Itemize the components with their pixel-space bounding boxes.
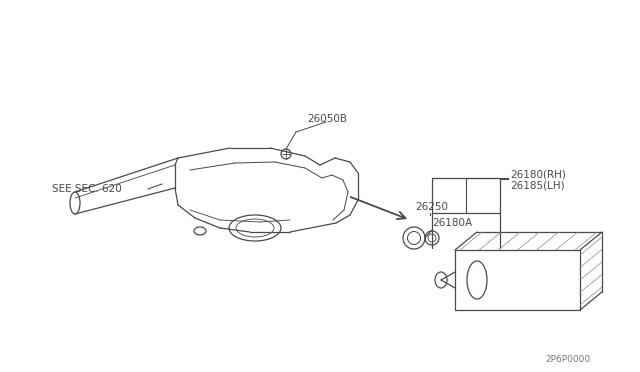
Text: 26180A: 26180A <box>432 218 472 228</box>
Text: 26185(LH): 26185(LH) <box>510 180 564 190</box>
Text: SEE SEC. 620: SEE SEC. 620 <box>52 184 122 194</box>
Text: 26050B: 26050B <box>307 114 347 124</box>
Text: 26250: 26250 <box>415 202 448 212</box>
Text: 26180(RH): 26180(RH) <box>510 169 566 179</box>
Text: 2P6P0000: 2P6P0000 <box>545 356 590 365</box>
